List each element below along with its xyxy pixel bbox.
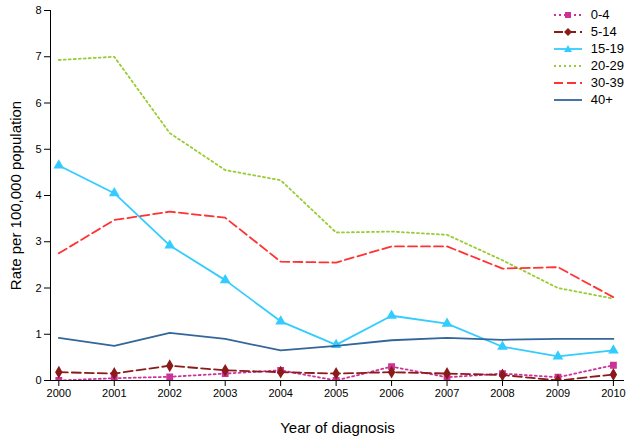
html-text:15-19: 15-19 (590, 41, 624, 56)
svg-text:6: 6 (35, 97, 41, 109)
html-text:30-39: 30-39 (590, 75, 624, 90)
svg-text:2008: 2008 (490, 387, 514, 399)
svg-text:2004: 2004 (268, 387, 292, 399)
html-text:5-14: 5-14 (590, 24, 617, 39)
svg-text:8: 8 (35, 4, 41, 16)
svg-text:7: 7 (35, 50, 41, 62)
svg-text:2007: 2007 (435, 387, 459, 399)
html-text:40+: 40+ (590, 92, 613, 107)
svg-text:5: 5 (35, 143, 41, 155)
svg-text:4: 4 (35, 189, 41, 201)
svg-text:2: 2 (35, 282, 41, 294)
svg-text:2009: 2009 (546, 387, 570, 399)
svg-text:0: 0 (35, 374, 41, 386)
svg-text:Rate per 100,000 population: Rate per 100,000 population (7, 101, 24, 290)
svg-text:2010: 2010 (601, 387, 625, 399)
svg-text:2000: 2000 (47, 387, 71, 399)
html-text:20-29: 20-29 (590, 58, 624, 73)
svg-text:1: 1 (35, 328, 41, 340)
svg-text:Year of diagnosis: Year of diagnosis (280, 419, 395, 436)
svg-text:3: 3 (35, 235, 41, 247)
svg-text:2003: 2003 (213, 387, 237, 399)
svg-text:2005: 2005 (324, 387, 348, 399)
svg-text:2001: 2001 (102, 387, 126, 399)
svg-text:2002: 2002 (157, 387, 181, 399)
html-text:0-4: 0-4 (590, 7, 610, 22)
svg-text:2006: 2006 (379, 387, 403, 399)
